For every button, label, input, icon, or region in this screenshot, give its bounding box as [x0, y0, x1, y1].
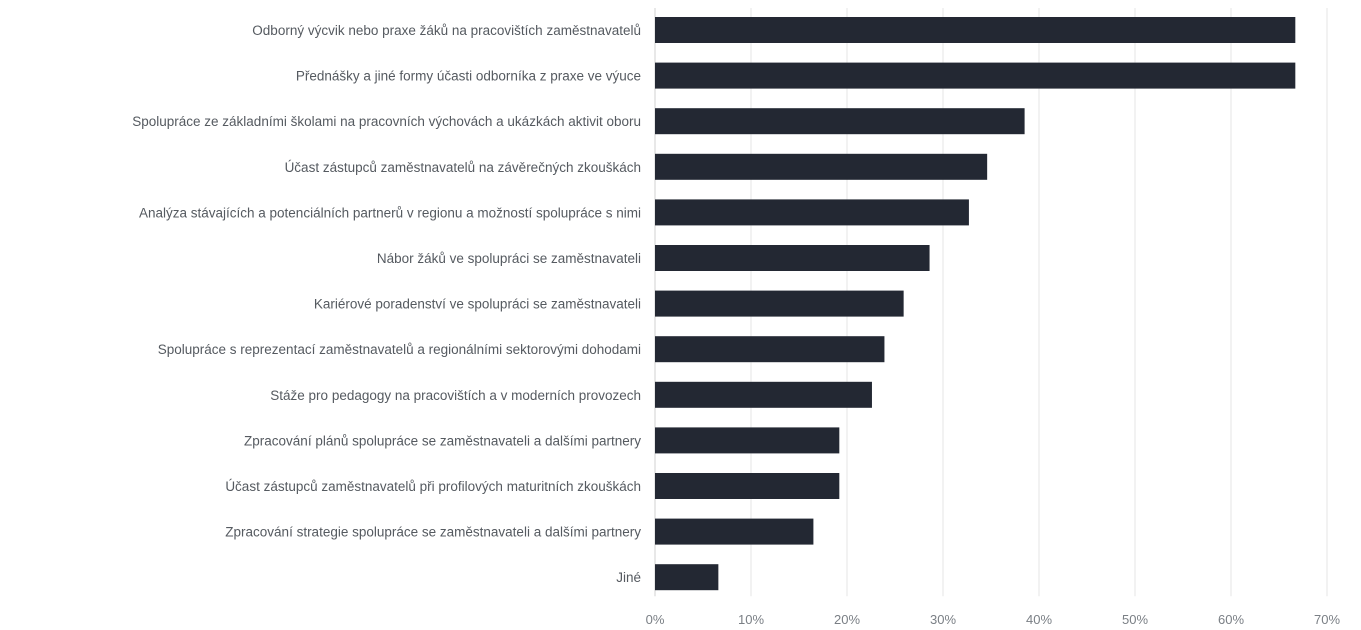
x-tick-label: 20%: [834, 612, 860, 627]
category-label: Kariérové poradenství ve spolupráci se z…: [314, 297, 641, 312]
x-tick-label: 40%: [1026, 612, 1052, 627]
category-label: Spolupráce s reprezentací zaměstnavatelů…: [158, 342, 641, 357]
x-tick-label: 10%: [738, 612, 764, 627]
bar: [655, 153, 988, 180]
bar: [655, 564, 719, 591]
category-label: Odborný výcvik nebo praxe žáků na pracov…: [252, 23, 641, 38]
bars: [655, 17, 1296, 591]
x-tick-label: 60%: [1218, 612, 1244, 627]
category-label: Jiné: [616, 570, 641, 585]
bar: [655, 336, 885, 363]
category-label: Spolupráce ze základními školami na prac…: [132, 114, 641, 129]
x-tick-label: 50%: [1122, 612, 1148, 627]
category-label: Zpracování strategie spolupráce se zaměs…: [225, 525, 641, 540]
category-label: Nábor žáků ve spolupráci se zaměstnavate…: [377, 251, 641, 266]
x-tick-label: 30%: [930, 612, 956, 627]
bar: [655, 290, 904, 317]
bar: [655, 518, 814, 545]
bar: [655, 245, 930, 271]
category-label: Účast zástupců zaměstnavatelů při profil…: [225, 479, 641, 494]
category-label: Zpracování plánů spolupráce se zaměstnav…: [244, 433, 641, 448]
bar: [655, 473, 840, 499]
x-tick-label: 70%: [1314, 612, 1340, 627]
bar: [655, 199, 969, 226]
bar: [655, 17, 1296, 43]
category-label: Přednášky a jiné formy účasti odborníka …: [296, 69, 641, 84]
bar: [655, 108, 1025, 135]
category-labels: Odborný výcvik nebo praxe žáků na pracov…: [132, 23, 641, 585]
bar: [655, 381, 872, 408]
category-label: Účast zástupců zaměstnavatelů na závěreč…: [285, 160, 641, 175]
x-tick-label: 0%: [646, 612, 665, 627]
category-label: Analýza stávajících a potenciálních part…: [139, 205, 641, 220]
bar: [655, 62, 1296, 89]
bar: [655, 427, 840, 454]
x-axis-tick-labels: 0% 10% 20% 30% 40% 50% 60% 70%: [646, 612, 1341, 627]
category-label: Stáže pro pedagogy na pracovištích a v m…: [270, 388, 641, 403]
